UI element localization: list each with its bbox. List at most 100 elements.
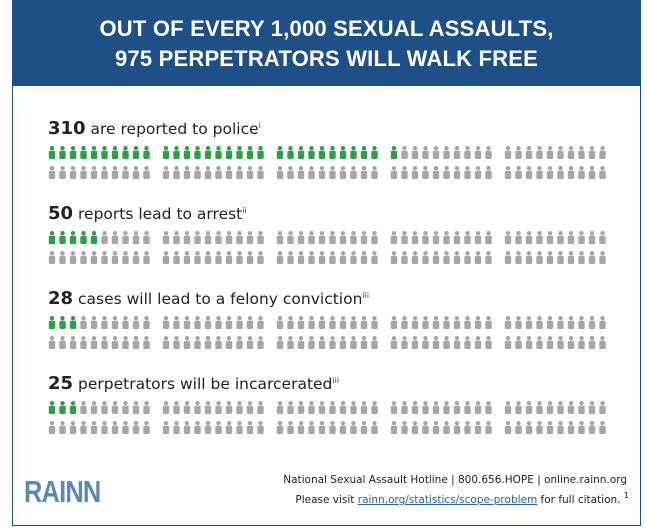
citation-link[interactable]: rainn.org/statistics/scope-problem <box>357 494 538 506</box>
person-icon <box>173 231 180 244</box>
person-icon <box>236 166 243 179</box>
person-icon <box>390 316 398 329</box>
person-icon <box>401 231 408 244</box>
highlighted-person-icon <box>101 146 108 159</box>
person-icon <box>422 336 429 349</box>
person-icon <box>422 421 429 434</box>
person-icon <box>246 231 254 244</box>
person-icon <box>48 421 56 434</box>
person-icon <box>215 336 222 349</box>
stat-number: 28 <box>48 288 74 309</box>
person-icon <box>390 251 398 264</box>
person-icon <box>276 251 284 264</box>
person-icon <box>173 421 180 434</box>
person-icon <box>432 401 440 414</box>
person-icon <box>411 146 419 159</box>
person-icon <box>432 251 440 264</box>
person-icon <box>578 336 585 349</box>
citation-suffix: for full citation. <box>537 494 621 506</box>
person-icon <box>432 146 440 159</box>
person-icon <box>546 421 554 434</box>
person-icon <box>132 251 140 264</box>
person-icon <box>246 251 254 264</box>
person-icon <box>401 251 408 264</box>
highlighted-person-icon <box>318 146 326 159</box>
highlighted-person-icon <box>48 401 56 414</box>
person-icon <box>474 231 482 244</box>
person-icon <box>111 251 119 264</box>
person-icon <box>90 166 98 179</box>
person-icon <box>194 336 201 349</box>
person-icon <box>443 166 450 179</box>
person-icon <box>422 251 429 264</box>
person-icon <box>401 401 408 414</box>
person-icon <box>236 421 243 434</box>
person-icon <box>371 166 378 179</box>
person-icon <box>162 231 170 244</box>
person-icon <box>48 336 56 349</box>
person-icon <box>515 166 522 179</box>
person-icon <box>69 421 77 434</box>
person-icon <box>173 251 180 264</box>
person-icon <box>236 231 243 244</box>
person-icon <box>194 421 201 434</box>
person-icon <box>401 336 408 349</box>
header-banner <box>12 0 641 86</box>
highlighted-person-icon <box>257 146 264 159</box>
person-icon <box>453 231 461 244</box>
highlighted-person-icon <box>69 231 77 244</box>
person-icon <box>578 166 585 179</box>
highlighted-person-icon <box>297 146 305 159</box>
stat-row-arrest: 50 reports lead to arrestii <box>48 203 247 224</box>
person-icon <box>578 231 585 244</box>
person-icon <box>432 166 440 179</box>
person-icon <box>297 166 305 179</box>
stat-row-police: 310 are reported to policei <box>48 118 261 139</box>
person-icon <box>464 316 471 329</box>
person-icon <box>546 251 554 264</box>
person-icon <box>204 231 212 244</box>
stat-row-conviction: 28 cases will lead to a felony convictio… <box>48 288 369 309</box>
person-icon <box>59 251 66 264</box>
person-icon <box>599 421 606 434</box>
person-icon <box>443 401 450 414</box>
person-icon <box>101 421 108 434</box>
person-icon <box>485 421 492 434</box>
person-icon <box>297 336 305 349</box>
person-icon <box>225 401 233 414</box>
person-icon <box>588 421 596 434</box>
person-icon <box>557 421 564 434</box>
person-icon <box>69 251 77 264</box>
person-icon <box>143 401 150 414</box>
person-icon <box>287 336 294 349</box>
person-icon <box>411 336 419 349</box>
person-icon <box>371 316 378 329</box>
person-icon <box>101 316 108 329</box>
person-icon <box>90 336 98 349</box>
person-icon <box>411 166 419 179</box>
person-icon <box>599 231 606 244</box>
person-icon <box>485 251 492 264</box>
person-icon <box>371 421 378 434</box>
footnote-marker: iii <box>332 375 340 385</box>
person-icon <box>453 251 461 264</box>
person-icon <box>557 316 564 329</box>
person-icon <box>504 401 512 414</box>
person-icon <box>464 251 471 264</box>
person-icon <box>225 166 233 179</box>
person-icon <box>122 421 129 434</box>
person-icon <box>464 401 471 414</box>
person-icon <box>525 401 533 414</box>
person-icon <box>453 336 461 349</box>
person-icon <box>257 251 264 264</box>
highlighted-person-icon <box>69 401 77 414</box>
person-icon <box>308 421 315 434</box>
person-icon <box>194 251 201 264</box>
person-icon <box>257 336 264 349</box>
person-icon <box>143 231 150 244</box>
person-icon <box>246 421 254 434</box>
person-icon <box>515 401 522 414</box>
highlighted-person-icon <box>339 146 347 159</box>
person-icon <box>194 166 201 179</box>
